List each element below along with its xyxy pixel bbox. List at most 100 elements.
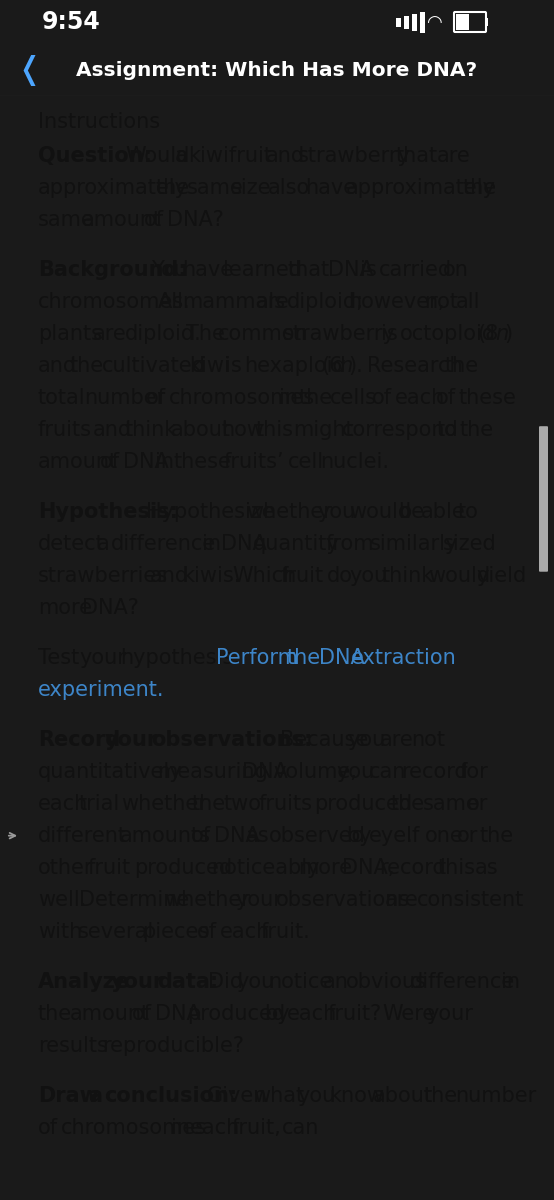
Text: ◠: ◠ [426, 13, 442, 31]
Text: this: this [256, 420, 294, 440]
Text: measuring: measuring [157, 762, 268, 782]
Text: conclusion:: conclusion: [104, 1086, 237, 1106]
Text: that: that [396, 146, 438, 166]
Text: by: by [264, 1004, 290, 1024]
Text: (6: (6 [321, 356, 343, 376]
Text: DNA,: DNA, [342, 858, 394, 878]
Text: Were: Were [383, 1004, 436, 1024]
Text: that: that [288, 260, 330, 280]
Text: hexaploid: hexaploid [244, 356, 345, 376]
Text: of: of [436, 388, 456, 408]
Text: size: size [231, 178, 271, 198]
Text: DNA: DNA [319, 648, 365, 668]
Text: how: how [220, 420, 264, 440]
Text: are: are [93, 324, 127, 344]
Text: about: about [171, 420, 231, 440]
Text: plants: plants [38, 324, 102, 344]
Text: produced: produced [187, 1004, 285, 1024]
Text: n: n [496, 324, 509, 344]
Text: fruit?: fruit? [328, 1004, 382, 1024]
Text: approximately: approximately [346, 178, 496, 198]
Text: your: your [235, 890, 282, 910]
Text: of: of [146, 388, 166, 408]
Text: know: know [329, 1086, 384, 1106]
Text: produced: produced [314, 794, 412, 814]
Bar [485, 18, 488, 26]
Text: eye.: eye. [369, 826, 413, 846]
Text: Determine: Determine [79, 890, 189, 910]
Text: each: each [190, 1118, 240, 1138]
Text: would: would [428, 566, 490, 586]
Text: be: be [398, 502, 424, 522]
Text: chromosomes: chromosomes [61, 1118, 207, 1138]
Text: yield: yield [477, 566, 527, 586]
Text: you: you [317, 502, 355, 522]
Text: amount: amount [38, 452, 118, 472]
Text: is: is [225, 356, 242, 376]
Text: record: record [401, 762, 468, 782]
Text: each: each [38, 794, 88, 814]
Text: well.: well. [38, 890, 86, 910]
Text: can: can [282, 1118, 319, 1138]
Text: a: a [97, 534, 110, 554]
Text: noticeably: noticeably [211, 858, 319, 878]
Text: correspond: correspond [342, 420, 459, 440]
Text: and: and [150, 566, 189, 586]
Text: The: The [186, 324, 224, 344]
Text: Research: Research [367, 356, 463, 376]
Text: strawberries: strawberries [38, 566, 168, 586]
Text: mammals: mammals [182, 292, 285, 312]
Text: DNA: DNA [329, 260, 374, 280]
Text: not: not [424, 292, 458, 312]
Text: whether: whether [121, 794, 207, 814]
Text: fruits: fruits [38, 420, 92, 440]
FancyBboxPatch shape [539, 426, 548, 571]
Text: are: are [255, 292, 289, 312]
Text: Question:: Question: [38, 146, 152, 166]
Text: hypothesis.: hypothesis. [120, 648, 240, 668]
Text: not: not [412, 730, 445, 750]
Text: have: have [305, 178, 356, 198]
Text: in: in [171, 1118, 190, 1138]
Text: DNA: DNA [155, 1004, 201, 1024]
Text: you: you [297, 1086, 335, 1106]
Text: each: each [220, 922, 270, 942]
Text: results: results [38, 1036, 108, 1056]
Text: on: on [443, 260, 469, 280]
Text: ): ) [504, 324, 512, 344]
Text: the: the [70, 356, 104, 376]
Text: and: and [93, 420, 132, 440]
Text: chromosomes.: chromosomes. [38, 292, 191, 312]
Bar [456, 14, 469, 30]
Text: difference: difference [111, 534, 216, 554]
Text: detect: detect [38, 534, 105, 554]
Text: cells: cells [330, 388, 377, 408]
Text: the: the [38, 1004, 72, 1024]
Text: Did: Did [208, 972, 243, 992]
Text: number: number [84, 388, 165, 408]
Text: DNA: DNA [123, 452, 169, 472]
Text: able: able [421, 502, 466, 522]
Text: Which: Which [232, 566, 296, 586]
Text: you: you [236, 972, 274, 992]
Text: of: of [197, 922, 217, 942]
Text: If: If [406, 826, 419, 846]
Text: ❬: ❬ [16, 54, 42, 85]
Text: cultivated: cultivated [102, 356, 206, 376]
Text: Background:: Background: [38, 260, 187, 280]
Text: trial: trial [79, 794, 120, 814]
Text: consistent: consistent [417, 890, 524, 910]
Text: all: all [456, 292, 480, 312]
Text: diploid.: diploid. [125, 324, 202, 344]
Text: DNA: DNA [220, 534, 266, 554]
Text: difference: difference [410, 972, 515, 992]
Text: same: same [38, 210, 95, 230]
Text: number: number [455, 1086, 536, 1106]
Text: more: more [38, 598, 92, 618]
Text: the: the [423, 1086, 457, 1106]
Text: from: from [326, 534, 374, 554]
Text: two: two [224, 794, 262, 814]
Text: Instructions: Instructions [38, 112, 160, 132]
Text: experiment.: experiment. [38, 680, 165, 700]
Bar [404, 16, 409, 29]
